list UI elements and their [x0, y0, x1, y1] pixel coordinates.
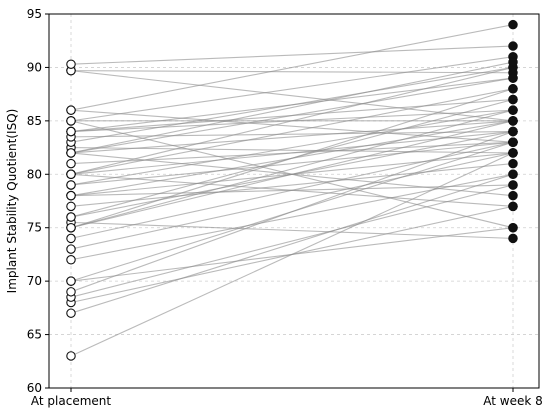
placement-point — [66, 308, 76, 318]
week8-point — [508, 116, 518, 126]
week8-point — [508, 190, 518, 201]
pair-line — [70, 227, 514, 282]
week8-point — [508, 137, 518, 147]
placement-point — [66, 105, 76, 115]
pair-line — [70, 152, 514, 197]
placement-point — [66, 190, 76, 201]
placement-point — [66, 148, 76, 158]
pair-lines — [70, 24, 514, 357]
week8-point — [508, 105, 518, 115]
placement-point — [66, 158, 76, 169]
placement-point — [66, 276, 76, 286]
week8-point — [508, 57, 518, 67]
pair-line — [70, 221, 514, 239]
placement-point — [66, 244, 76, 254]
week8-point — [508, 126, 518, 137]
week8-point — [508, 73, 518, 83]
pair-line — [70, 56, 514, 122]
plot-frame — [48, 13, 540, 389]
y-tick-label: 60 — [27, 381, 42, 395]
x-tick-label: At placement — [31, 394, 111, 408]
pair-line — [70, 184, 514, 298]
y-axis-label: Implant Stability Quotient(ISQ) — [5, 109, 19, 294]
pair-line — [70, 109, 514, 143]
pair-line — [70, 141, 514, 186]
pair-line — [70, 141, 514, 282]
pair-line — [70, 141, 514, 165]
week8-point — [508, 41, 518, 51]
pair-line — [70, 109, 514, 186]
y-tick-label: 85 — [27, 114, 42, 128]
y-tick-label: 75 — [27, 221, 42, 235]
placement-point — [66, 126, 76, 137]
pair-line — [70, 77, 514, 133]
pair-line — [70, 88, 514, 229]
y-tick-label: 80 — [27, 167, 42, 181]
pair-line — [70, 109, 514, 229]
pair-line — [70, 163, 514, 207]
placement-point — [66, 201, 76, 212]
placement-point — [66, 116, 76, 126]
pair-line — [70, 70, 514, 74]
week8-point — [508, 169, 518, 180]
week8-point — [508, 201, 518, 212]
placement-point — [66, 169, 76, 180]
pair-line — [70, 120, 514, 154]
x-axis-ticks: At placement At week 8 — [31, 388, 543, 408]
pair-line — [70, 45, 514, 65]
placement-point — [66, 180, 76, 190]
week8-point — [508, 148, 518, 158]
placement-point — [66, 59, 76, 69]
x-tick-label: At week 8 — [483, 394, 543, 408]
y-axis-ticks: 60 65 70 75 80 85 90 95 — [27, 7, 49, 395]
y-tick-label: 90 — [27, 60, 42, 74]
pair-line — [70, 98, 514, 133]
week8-point — [508, 84, 518, 94]
pair-line — [70, 24, 514, 111]
week8-point — [508, 94, 518, 105]
y-tick-label: 65 — [27, 328, 42, 342]
pair-line — [70, 147, 514, 154]
placement-point — [66, 287, 76, 297]
y-tick-label: 95 — [27, 7, 42, 21]
placement-point — [66, 233, 76, 244]
week8-point — [508, 233, 518, 244]
y-tick-label: 70 — [27, 274, 42, 288]
pair-line — [70, 152, 514, 250]
pair-line — [70, 173, 514, 207]
pair-line — [70, 66, 514, 175]
pair-line — [70, 173, 514, 314]
placement-point — [66, 222, 76, 233]
pair-line — [70, 130, 514, 138]
pair-line — [70, 61, 514, 154]
data-points — [66, 19, 518, 361]
placement-point — [66, 212, 76, 222]
placement-point — [66, 351, 76, 361]
week8-point — [508, 19, 518, 30]
placement-point — [66, 255, 76, 265]
week8-point — [508, 180, 518, 190]
week8-point — [508, 222, 518, 233]
week8-point — [508, 158, 518, 169]
